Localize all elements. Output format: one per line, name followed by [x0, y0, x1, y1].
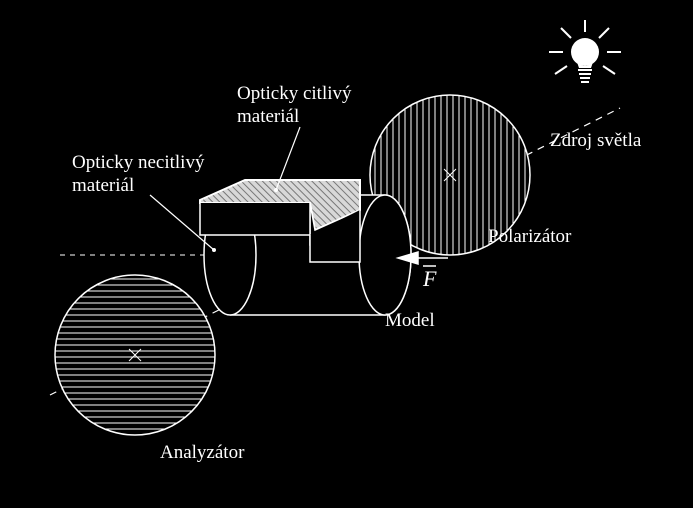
label-force: F [423, 266, 436, 292]
label-sensitive: Opticky citlivý materiál [237, 83, 352, 129]
label-insensitive: Opticky necitlivý materiál [72, 152, 204, 198]
label-light-source: Zdroj světla [550, 130, 641, 153]
light-bulb-icon [549, 20, 621, 82]
label-polarizer: Polarizátor [488, 226, 571, 249]
label-model: Model [385, 310, 435, 333]
diagram-svg [0, 0, 693, 508]
diagram-stage: Zdroj světla Polarizátor Model Analyzáto… [0, 0, 693, 508]
analyzer-disc [55, 275, 215, 435]
label-analyzer: Analyzátor [160, 442, 244, 465]
